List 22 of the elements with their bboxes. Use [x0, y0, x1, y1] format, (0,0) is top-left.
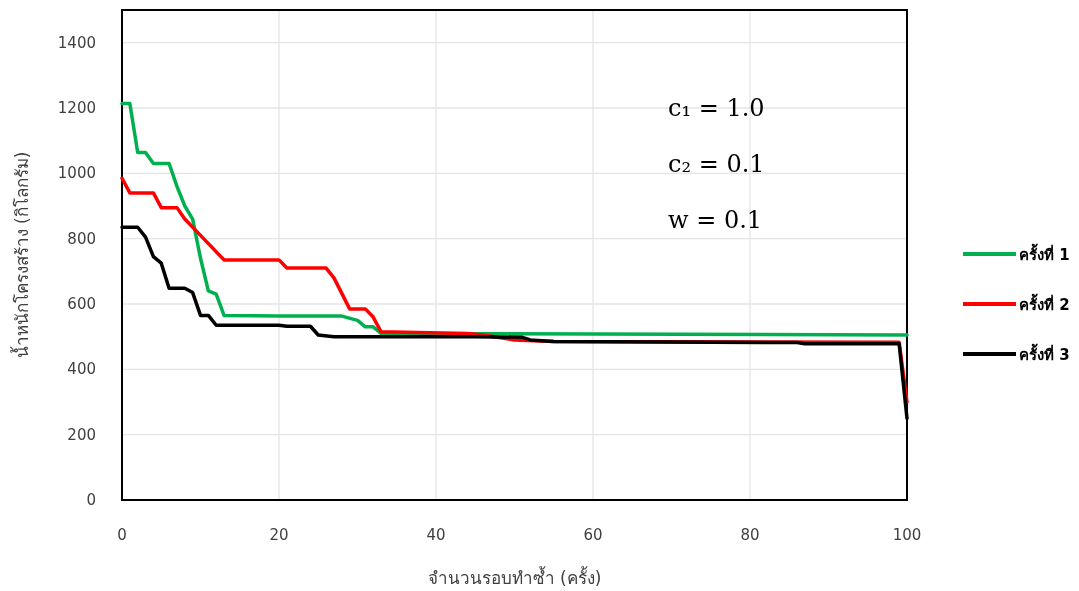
legend-label: ครั้งที่ 3: [1019, 343, 1070, 364]
x-tick-label: 20: [269, 526, 289, 544]
annotation: c₁ = 1.0: [668, 94, 765, 122]
x-tick-label: 60: [583, 526, 603, 544]
x-axis-title: จำนวนรอบทำซ้ำ (ครั้ง): [427, 566, 602, 588]
x-tick-label: 100: [892, 526, 922, 544]
legend-label: ครั้งที่ 1: [1019, 243, 1070, 264]
y-tick-label: 800: [67, 229, 96, 248]
legend-label: ครั้งที่ 2: [1019, 293, 1070, 314]
x-tick-label: 0: [117, 526, 127, 544]
y-tick-label: 200: [67, 425, 96, 444]
y-axis-title: น้ำหนักโครงสร้าง (กิโลกรัม): [10, 151, 32, 359]
y-tick-label: 0: [86, 491, 96, 509]
y-tick-label: 1200: [57, 99, 96, 117]
y-tick-label: 1000: [57, 164, 96, 183]
annotation: w = 0.1: [668, 206, 763, 234]
y-tick-label: 1400: [57, 33, 96, 52]
y-tick-label: 400: [67, 360, 96, 379]
y-tick-label: 600: [67, 295, 96, 313]
x-tick-label: 40: [426, 526, 446, 544]
annotation: c₂ = 0.1: [668, 150, 765, 178]
x-tick-label: 80: [740, 526, 760, 544]
